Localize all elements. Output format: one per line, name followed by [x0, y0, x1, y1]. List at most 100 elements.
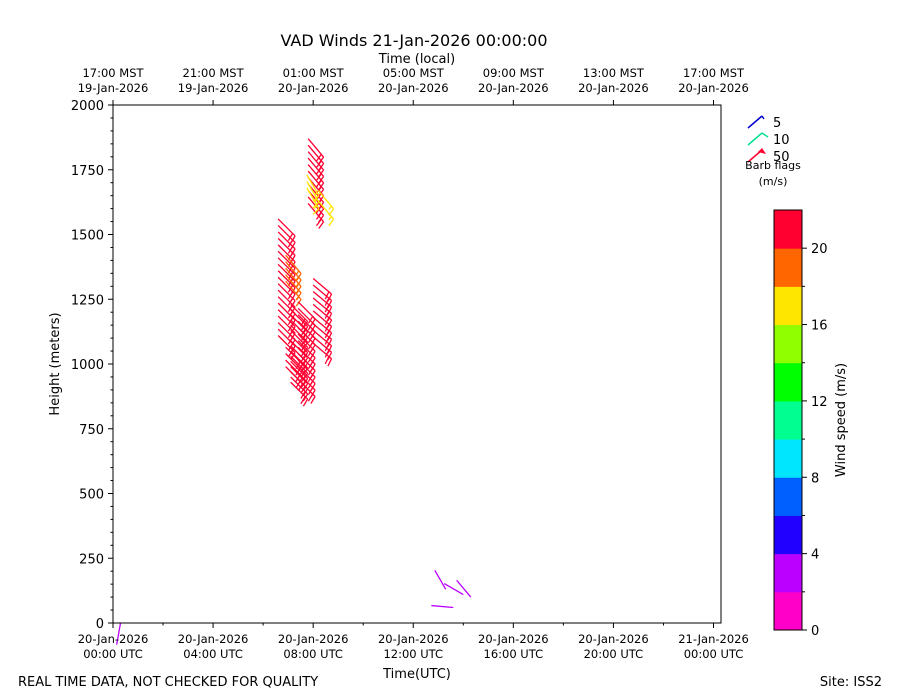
x-tick-date: 20-Jan-2026: [378, 632, 449, 646]
legend-item: 10: [747, 132, 790, 148]
wind-barb: [290, 360, 309, 386]
x-tick-date: 20-Jan-2026: [178, 632, 249, 646]
top-tick-time: 17:00 MST: [82, 66, 144, 80]
colorbar-band: [774, 515, 802, 555]
chart-title: VAD Winds 21-Jan-2026 00:00:00: [280, 31, 547, 50]
wind-barb: [277, 218, 296, 244]
colorbar-tick-label: 0: [811, 624, 819, 639]
colorbar-tick-label: 4: [811, 548, 819, 563]
y-axis-label: Height (meters): [48, 312, 63, 415]
top-tick-time: 17:00 MST: [683, 66, 745, 80]
wind-barb: [277, 224, 296, 250]
wind-barb: [290, 381, 309, 407]
x-axis-label: Time(UTC): [382, 667, 451, 682]
wind-barb: [434, 569, 447, 590]
x-tick-date: 20-Jan-2026: [78, 632, 149, 646]
wind-barb: [312, 342, 333, 367]
legend-item-label: 5: [773, 116, 781, 131]
wind-barb: [285, 254, 302, 281]
wind-barb: [290, 335, 309, 360]
wind-barb: [290, 376, 309, 402]
top-tick-date: 20-Jan-2026: [578, 81, 649, 95]
legend-units: (m/s): [759, 175, 788, 188]
colorbar-tick-label: 16: [811, 319, 828, 334]
legend-item: 50: [747, 148, 790, 165]
legend-item-label: 50: [773, 150, 790, 165]
wind-barb: [297, 301, 316, 327]
wind-barb: [317, 190, 335, 216]
top-tick-time: 01:00 MST: [283, 66, 345, 80]
x-tick-date: 20-Jan-2026: [578, 632, 649, 646]
colorbar-band: [774, 324, 802, 364]
plot-frame: [112, 104, 722, 624]
wind-barb: [277, 237, 296, 263]
top-tick-date: 19-Jan-2026: [78, 81, 149, 95]
top-tick-date: 20-Jan-2026: [478, 81, 549, 95]
x-tick-time: 00:00 UTC: [684, 647, 744, 661]
wind-barb: [306, 181, 320, 209]
x-tick-date: 20-Jan-2026: [278, 632, 349, 646]
wind-barbs: [116, 138, 472, 645]
barb-legend: 5 10 50: [747, 115, 790, 165]
x-tick-time: 20:00 UTC: [584, 647, 644, 661]
wind-barb: [456, 579, 472, 598]
y-tick-label: 500: [79, 488, 104, 503]
legend-title: Barb flags: [745, 159, 801, 172]
y-tick-label: 1500: [71, 229, 104, 244]
colorbar-band: [774, 248, 802, 287]
x-tick-date: 21-Jan-2026: [678, 632, 749, 646]
wind-barb: [312, 278, 333, 302]
y-tick-label: 750: [79, 423, 104, 438]
top-axis-label: Time (local): [378, 52, 455, 67]
top-tick-date: 20-Jan-2026: [278, 81, 349, 95]
footer-quality-note: REAL TIME DATA, NOT CHECKED FOR QUALITY: [18, 675, 318, 690]
footer-site: Site: ISS2: [820, 675, 882, 690]
y-tick-label: 2000: [71, 99, 104, 114]
top-tick-date: 19-Jan-2026: [178, 81, 249, 95]
legend-item: 5: [747, 115, 781, 131]
wind-barb: [307, 138, 325, 165]
wind-barb: [116, 622, 122, 645]
y-tick-label: 1750: [71, 164, 104, 179]
wind-barb: [306, 187, 320, 215]
x-tick-time: 00:00 UTC: [83, 647, 143, 661]
legend-item-label: 10: [773, 133, 790, 148]
colorbar-band: [774, 400, 802, 440]
colorbar-band: [774, 362, 802, 402]
colorbar-band: [774, 477, 802, 516]
colorbar-band: [774, 286, 802, 326]
wind-barb: [306, 174, 320, 202]
top-tick-date: 20-Jan-2026: [678, 81, 749, 95]
wind-barb: [277, 283, 296, 309]
colorbar-band: [774, 210, 802, 249]
wind-barb: [431, 604, 454, 609]
wind-barb: [277, 231, 296, 257]
colorbar-tick-label: 8: [811, 471, 819, 486]
y-tick-label: 1250: [71, 293, 104, 308]
colorbar-band: [774, 591, 802, 631]
y-tick-label: 1000: [71, 358, 104, 373]
y-axis: 0 250 500 750 1000 1250 1500 1750 2000: [71, 99, 113, 632]
x-tick-time: 16:00 UTC: [484, 647, 544, 661]
wind-barb: [317, 200, 335, 227]
colorbar-frame: [773, 209, 803, 631]
y-tick-label: 250: [79, 552, 104, 567]
top-tick-time: 21:00 MST: [183, 66, 245, 80]
top-tick-date: 20-Jan-2026: [378, 81, 449, 95]
x-tick-time: 04:00 UTC: [183, 647, 243, 661]
x-tick-date: 20-Jan-2026: [478, 632, 549, 646]
y-tick-label: 0: [96, 617, 104, 632]
top-tick-time: 13:00 MST: [583, 66, 645, 80]
colorbar-band: [774, 439, 802, 478]
colorbar-tick-label: 20: [811, 242, 828, 257]
x-tick-time: 12:00 UTC: [383, 647, 443, 661]
colorbar-tick-label: 12: [811, 395, 828, 410]
top-tick-time: 05:00 MST: [383, 66, 445, 80]
top-tick-time: 09:00 MST: [483, 66, 545, 80]
colorbar-band: [774, 553, 802, 593]
colorbar: 0 4 8 12 16 20: [773, 209, 828, 639]
colorbar-label: Wind speed (m/s): [834, 363, 849, 477]
